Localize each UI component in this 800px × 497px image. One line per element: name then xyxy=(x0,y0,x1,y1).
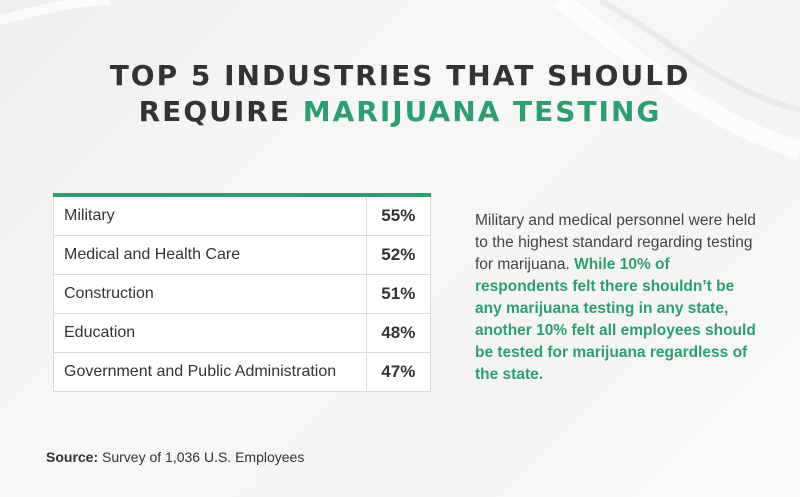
table-row: Medical and Health Care 52% xyxy=(53,235,432,275)
title-line-1: TOP 5 INDUSTRIES THAT SHOULD xyxy=(109,59,691,92)
industry-label: Construction xyxy=(53,274,367,314)
title-line-2: REQUIRE MARIJUANA TESTING xyxy=(0,94,800,130)
industry-label: Medical and Health Care xyxy=(53,235,367,275)
source-text: Survey of 1,036 U.S. Employees xyxy=(102,449,305,465)
description-plain: Military and medical personnel were held… xyxy=(475,212,756,273)
table-row: Education 48% xyxy=(53,313,432,353)
industry-value: 55% xyxy=(365,194,432,236)
source-label: Source: xyxy=(46,449,99,465)
source-note: Source: Survey of 1,036 U.S. Employees xyxy=(46,449,304,465)
table-row: Construction 51% xyxy=(53,274,432,314)
description-text: Military and medical personnel were held… xyxy=(475,210,765,386)
industry-value: 52% xyxy=(365,235,432,275)
industry-value: 51% xyxy=(365,274,432,314)
industry-label: Military xyxy=(53,194,367,236)
title-line-2-plain: REQUIRE xyxy=(138,95,303,128)
industry-value: 48% xyxy=(365,313,432,353)
industry-label: Government and Public Administration xyxy=(53,352,367,392)
title-line-2-accent: MARIJUANA TESTING xyxy=(302,95,662,128)
table-row: Government and Public Administration 47% xyxy=(53,352,432,392)
table-row: Military 55% xyxy=(53,194,432,236)
description-highlight: While 10% of respondents felt there shou… xyxy=(475,256,756,383)
industry-value: 47% xyxy=(365,352,432,392)
industry-label: Education xyxy=(53,313,367,353)
industries-table: Military 55% Medical and Health Care 52% Con… xyxy=(53,193,432,392)
chart-title: TOP 5 INDUSTRIES THAT SHOULD REQUIRE MAR… xyxy=(0,58,800,130)
